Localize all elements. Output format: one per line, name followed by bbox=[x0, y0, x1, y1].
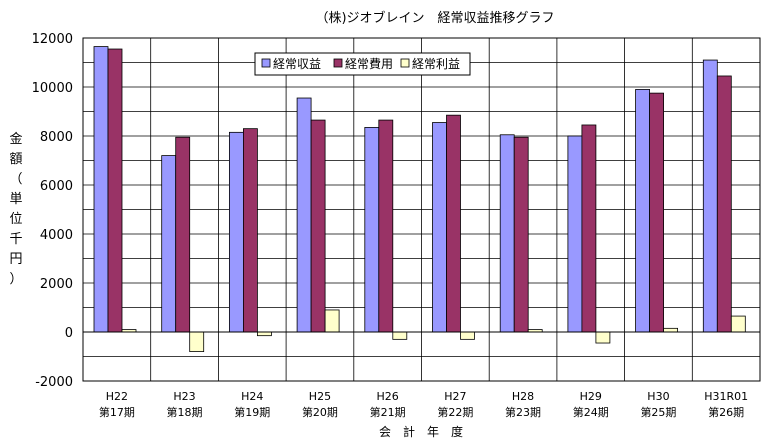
bar bbox=[702, 59, 718, 333]
bar bbox=[635, 89, 650, 333]
x-tick-sublabel: 第19期 bbox=[234, 405, 270, 419]
x-axis-ticks: H22 第17期 H23 第18期 H24 第19期 H25 第20期 H26 第21期 H27 第2… bbox=[99, 390, 748, 419]
bar bbox=[446, 114, 461, 333]
bar bbox=[256, 331, 272, 337]
y-tick-label: 8000 bbox=[40, 130, 73, 145]
bars bbox=[83, 46, 760, 353]
bar bbox=[649, 92, 664, 333]
bar bbox=[310, 119, 326, 333]
bar bbox=[432, 122, 447, 333]
bar bbox=[161, 155, 177, 333]
x-tick-sublabel: 第21期 bbox=[370, 405, 406, 419]
x-tick-label: H30 bbox=[647, 390, 669, 403]
x-tick-label: H31R01 bbox=[704, 390, 748, 403]
y-label-char: 位 bbox=[9, 212, 22, 227]
y-label-char: 千 bbox=[9, 232, 22, 247]
bar bbox=[663, 327, 678, 333]
y-label-char: 金 bbox=[9, 131, 22, 147]
bar bbox=[228, 131, 244, 333]
x-tick-label: H22 bbox=[106, 390, 128, 403]
bar bbox=[296, 97, 312, 333]
bar bbox=[595, 331, 611, 344]
x-tick-label: H26 bbox=[377, 390, 399, 403]
x-tick-label: H28 bbox=[512, 390, 534, 403]
bar bbox=[730, 315, 746, 333]
legend-swatch bbox=[333, 58, 343, 68]
legend-label: 経常費用 bbox=[345, 56, 393, 71]
y-tick-label: 10000 bbox=[32, 81, 73, 96]
x-axis-label: 会 計 年 度 bbox=[379, 424, 463, 439]
y-label-char: 単 bbox=[9, 191, 22, 207]
legend-box bbox=[254, 52, 471, 76]
x-tick-label: H25 bbox=[309, 390, 331, 403]
y-label-char: 額 bbox=[9, 152, 22, 167]
y-axis-ticks: -2000 0 2000 4000 6000 8000 10000 12000 bbox=[32, 32, 73, 390]
bar bbox=[93, 46, 109, 333]
legend-swatch bbox=[261, 58, 271, 68]
x-tick-sublabel: 第22期 bbox=[437, 405, 473, 419]
y-tick-label: 2000 bbox=[40, 277, 73, 292]
legend: 経常収益 経常費用 経常利益 bbox=[254, 52, 471, 76]
x-tick-sublabel: 第20期 bbox=[302, 405, 338, 419]
x-tick-sublabel: 第18期 bbox=[167, 405, 203, 419]
bar bbox=[378, 119, 394, 333]
x-tick-sublabel: 第24期 bbox=[573, 405, 609, 419]
legend-label: 経常収益 bbox=[273, 57, 321, 71]
bar bbox=[392, 331, 408, 340]
y-tick-label: 6000 bbox=[40, 179, 73, 194]
bar bbox=[364, 127, 380, 333]
bar bbox=[460, 331, 475, 340]
y-label-char: ） bbox=[9, 272, 22, 287]
x-tick-sublabel: 第17期 bbox=[99, 405, 135, 419]
legend-label: 経常利益 bbox=[412, 57, 460, 71]
y-tick-label: 12000 bbox=[32, 32, 73, 47]
bar bbox=[567, 135, 583, 333]
bar bbox=[499, 134, 515, 333]
y-label-char: 円 bbox=[9, 252, 22, 267]
bar bbox=[716, 75, 732, 333]
x-tick-label: H23 bbox=[173, 390, 195, 403]
bar bbox=[513, 136, 529, 333]
bar bbox=[107, 48, 123, 333]
bar bbox=[324, 309, 340, 333]
chart-title: （株)ジオブレイン 経常収益推移グラフ bbox=[315, 10, 554, 26]
x-tick-label: H27 bbox=[444, 390, 466, 403]
x-tick-sublabel: 第25期 bbox=[640, 405, 676, 419]
y-label-char: （ bbox=[9, 172, 22, 187]
y-tick-label: 4000 bbox=[40, 228, 73, 243]
y-tick-label: 0 bbox=[65, 326, 73, 341]
bar bbox=[189, 331, 205, 353]
x-tick-label: H24 bbox=[241, 390, 263, 403]
x-tick-sublabel: 第26期 bbox=[708, 405, 744, 419]
y-tick-label: -2000 bbox=[35, 375, 73, 390]
bar bbox=[581, 124, 597, 333]
x-tick-label: H29 bbox=[580, 390, 602, 403]
legend-swatch bbox=[400, 58, 410, 68]
x-tick-sublabel: 第23期 bbox=[505, 405, 541, 419]
bar bbox=[242, 128, 258, 333]
bar bbox=[175, 136, 191, 333]
